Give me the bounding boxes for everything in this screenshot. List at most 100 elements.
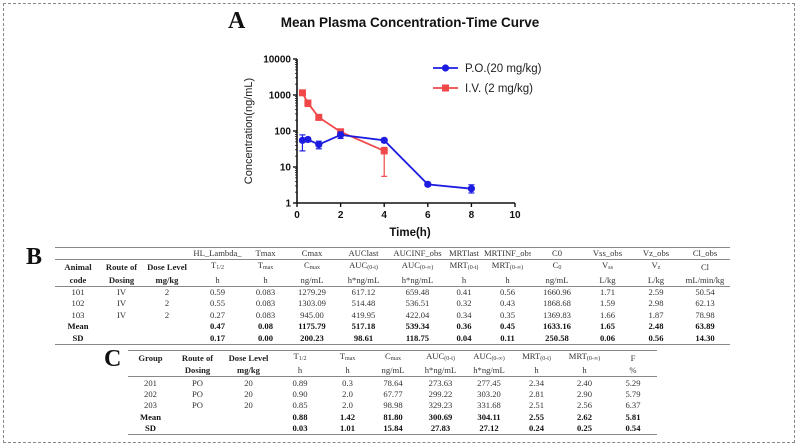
table-cell: 517.18	[351, 321, 376, 332]
header-cell: Vz_obs	[632, 246, 680, 261]
table-cell: 1.59	[599, 298, 616, 309]
table-cell: 20	[244, 400, 253, 411]
table-cell: 1.87	[648, 309, 664, 320]
header-cell: Tmax	[257, 260, 274, 272]
header-cell: L/kg	[632, 274, 680, 287]
header-cell: L/kg	[583, 274, 632, 287]
table-cell: 0.17	[192, 332, 243, 345]
table-cell: 2.90	[576, 388, 593, 399]
header-cell: h*ng/mL	[416, 365, 465, 378]
table-cell: 20	[244, 377, 253, 388]
table-cell: 2.59	[648, 286, 664, 297]
table-cell: 2.34	[528, 377, 545, 388]
table-cell: 539.34	[405, 321, 430, 332]
table-cell: 419.95	[351, 309, 376, 320]
table-cell: 536.51	[405, 298, 430, 309]
header-cell: C0	[552, 260, 562, 272]
table-cell: 78.98	[695, 309, 715, 320]
table-cell: 2.0	[342, 400, 353, 411]
table-cell: 15.84	[370, 422, 416, 436]
table-cell	[222, 412, 275, 423]
header-cell: Cl_obs	[680, 246, 730, 261]
table-cell: 14.30	[680, 332, 730, 345]
header-row: Group Route of Dose Level T1/2 Tmax Cmax AUC(0…	[128, 350, 657, 365]
header-cell: AUC(0-t)	[416, 350, 465, 365]
header-cell: Animal	[64, 261, 92, 272]
header-cell: ng/mL	[370, 365, 416, 378]
summary-row: SD 0.03 1.01 15.84 27.83 27.12 0.24 0.25 0.54	[128, 422, 657, 436]
table-cell: 201	[144, 377, 157, 388]
table-cell: 0.27	[209, 309, 226, 320]
header-cell: h	[275, 365, 325, 378]
header-cell: MRTINF_obs	[484, 246, 531, 261]
table-cell: 0.083	[255, 309, 276, 320]
header-row: HL_Lambda_ Tmax Cmax AUClast AUCINF_obs MRTla…	[55, 246, 730, 261]
header-cell	[142, 246, 192, 261]
header-cell: AUC(0-∞)	[465, 350, 513, 365]
y-tick-label: 10	[280, 163, 292, 174]
table-cell: Mean	[139, 411, 161, 422]
table-cell: 0.88	[292, 411, 308, 422]
table-cell: 303.20	[477, 388, 501, 399]
table-cell: 2.81	[528, 388, 545, 399]
table-cell	[101, 321, 142, 332]
header-cell: h	[513, 365, 560, 378]
legend-marker	[441, 64, 450, 72]
header-cell: Vss	[602, 260, 613, 272]
header-cell: Route of	[173, 350, 222, 365]
table-cell: 0.32	[456, 298, 472, 309]
table-cell: 78.64	[383, 377, 403, 388]
header-cell: Dosing	[173, 365, 222, 378]
table-cell: 81.80	[383, 411, 403, 422]
panel-label-c: C	[104, 346, 122, 372]
header-cell	[101, 246, 142, 261]
table-row: 102 IV 2 0.55 0.083 1303.09 514.48 536.51 0.32 0.…	[55, 298, 730, 309]
x-tick-label: 4	[381, 210, 387, 221]
table-cell	[142, 332, 192, 345]
header-cell: mL/min/kg	[680, 274, 730, 287]
table-cell: 0.56	[632, 332, 680, 345]
table-cell: 1660.96	[543, 286, 571, 297]
legend-label: I.V. (2 mg/kg)	[465, 83, 533, 95]
header-cell: Cl	[700, 261, 710, 272]
table-cell: 659.48	[405, 286, 430, 297]
summary-row: Mean 0.47 0.08 1175.79 517.18 539.34 0.36 0.45 1…	[55, 321, 730, 332]
header-cell: h	[243, 274, 288, 287]
table-cell: 1175.79	[298, 321, 326, 332]
data-point	[337, 131, 345, 139]
table-cell: 27.12	[465, 422, 513, 436]
table-cell: 0.89	[292, 377, 308, 388]
header-cell: AUCINF_obs	[391, 246, 444, 261]
header-row: Animal Route of Dose Level T1/2 Tmax Cmax AUC(…	[55, 260, 730, 275]
header-cell: Dose Level	[147, 261, 187, 272]
table-cell: 2.62	[576, 411, 593, 422]
table-cell: 5.81	[625, 411, 641, 422]
header-cell: ng/mL	[288, 274, 336, 287]
table-cell: 2.98	[648, 298, 664, 309]
header-cell: Dose Level	[222, 350, 275, 365]
header-cell: ng/mL	[531, 274, 583, 287]
table-cell: 1.65	[599, 321, 616, 332]
header-cell: T1/2	[275, 350, 325, 365]
header-cell	[128, 365, 173, 378]
header-cell: Route of	[105, 261, 138, 272]
table-cell: 0.41	[456, 286, 472, 297]
table-cell: 2	[164, 309, 170, 320]
legend-label: P.O.(20 mg/kg)	[465, 63, 542, 75]
table-cell: 200.23	[288, 332, 336, 345]
table-cell: 0.56	[499, 286, 516, 297]
table-cell: 277.45	[477, 377, 501, 388]
header-cell: Cmax	[288, 246, 336, 261]
header-cell: MRT(0-∞)	[560, 350, 609, 365]
table-cell: 0.03	[275, 422, 325, 436]
header-cell: AUC(0-t)	[349, 260, 378, 272]
table-cell	[222, 422, 275, 436]
table-cell: 0.083	[255, 286, 276, 297]
header-cell: Cmax	[303, 260, 321, 272]
table-cell: 102	[71, 298, 85, 309]
figure-frame	[3, 3, 795, 443]
header-cell: Cmax	[370, 350, 416, 365]
header-cell: T1/2	[211, 260, 224, 272]
table-cell: Mean	[67, 321, 89, 332]
